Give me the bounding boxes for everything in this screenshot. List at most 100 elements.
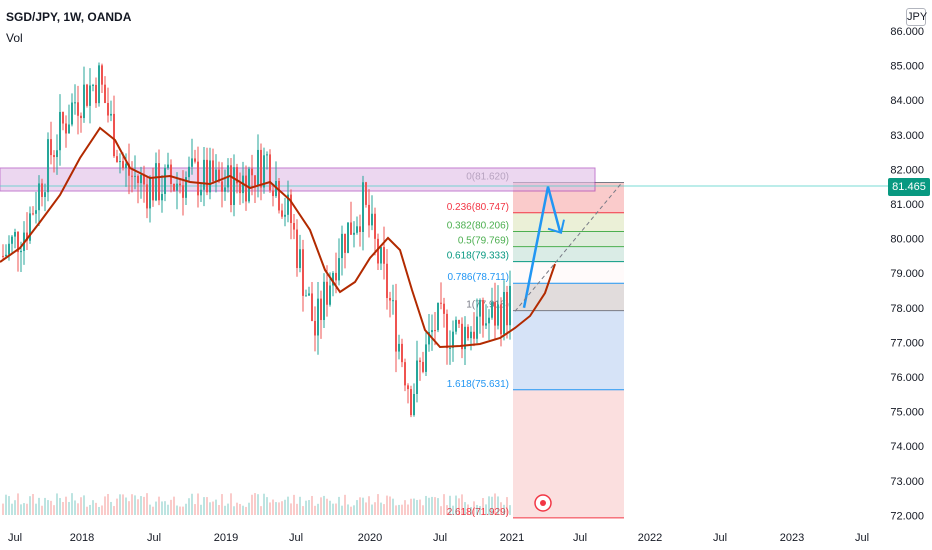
candle-body — [176, 183, 178, 191]
candle-body — [329, 285, 331, 305]
candle-body — [140, 174, 142, 184]
time-label-11: 2023 — [780, 532, 804, 544]
candle-body — [488, 317, 490, 324]
volume-bar — [383, 504, 385, 515]
volume-bar — [146, 493, 148, 515]
candle-body — [254, 175, 256, 186]
candle-body — [392, 300, 394, 302]
candle-body — [332, 272, 334, 286]
volume-bar — [314, 505, 316, 515]
candle-body — [335, 272, 337, 281]
volume-bar — [374, 502, 376, 515]
volume-bar — [20, 504, 22, 515]
candle-body — [302, 249, 304, 296]
candle-body — [347, 222, 349, 253]
volume-bar — [389, 496, 391, 515]
volume-bar — [104, 496, 106, 515]
volume-bar — [158, 496, 160, 515]
volume-bar — [380, 502, 382, 515]
volume-bar — [98, 506, 100, 515]
candle-body — [65, 123, 67, 134]
candle-body — [395, 300, 397, 352]
candle-body — [278, 181, 280, 211]
volume-bar — [422, 505, 424, 515]
volume-bar — [452, 505, 454, 515]
candle-body — [410, 389, 412, 416]
candle-body — [497, 304, 499, 326]
volume-bar — [377, 494, 379, 515]
candle-body — [38, 183, 40, 211]
volume-bar — [476, 504, 478, 515]
candle-body — [467, 326, 469, 339]
volume-bar — [347, 504, 349, 515]
candle-body — [32, 213, 34, 215]
fib-band-3 — [513, 246, 624, 262]
candle-body — [494, 302, 496, 326]
volume-bar — [425, 495, 427, 515]
volume-bar — [56, 493, 58, 515]
fib-label-6: 1(77.918) — [466, 300, 509, 311]
candle-body — [179, 183, 181, 186]
candle-body — [50, 139, 52, 156]
volume-bar — [32, 494, 34, 515]
candle-body — [188, 166, 190, 178]
candle-body — [113, 113, 115, 157]
volume-bar — [368, 496, 370, 515]
volume-bar — [131, 494, 133, 515]
volume-bar — [149, 504, 151, 515]
time-label-3: 2019 — [214, 532, 238, 544]
volume-bar — [416, 499, 418, 515]
volume-bar — [209, 502, 211, 515]
candle-body — [56, 150, 58, 158]
volume-bar — [419, 499, 421, 515]
volume-bar — [446, 505, 448, 515]
candle-body — [326, 281, 328, 305]
candle-body — [287, 194, 289, 215]
volume-bar — [248, 502, 250, 515]
candle-body — [341, 233, 343, 259]
candle-body — [5, 254, 7, 257]
candle-body — [230, 165, 232, 205]
volume-bar — [110, 501, 112, 515]
volume-bar — [284, 499, 286, 515]
price-tick-14: 72.000 — [890, 510, 924, 522]
price-tick-12: 74.000 — [890, 441, 924, 453]
fib-band-1 — [513, 212, 624, 232]
volume-bar — [134, 495, 136, 515]
volume-bar — [275, 502, 277, 515]
candle-body — [158, 163, 160, 201]
candle-body — [464, 326, 466, 350]
fib-band-6 — [513, 310, 624, 390]
volume-bar — [398, 504, 400, 515]
price-tick-3: 83.000 — [890, 130, 924, 142]
volume-bar — [59, 498, 61, 515]
volume-bar — [335, 503, 337, 515]
candle-body — [299, 249, 301, 269]
candle-body — [245, 175, 247, 202]
volume-bar — [467, 504, 469, 515]
volume-bar — [365, 502, 367, 515]
candle-body — [506, 291, 508, 326]
candle-body — [182, 185, 184, 198]
candle-body — [272, 190, 274, 197]
currency-button[interactable]: JPY — [906, 8, 927, 26]
volume-bar — [161, 501, 163, 515]
candle-body — [8, 243, 10, 255]
candle-body — [443, 303, 445, 314]
candle-body — [83, 84, 85, 119]
volume-bar — [8, 496, 10, 515]
volume-bar — [29, 496, 31, 515]
volume-bar — [320, 497, 322, 515]
candle-body — [185, 177, 187, 198]
candle-body — [446, 313, 448, 349]
candle-body — [161, 193, 163, 201]
volume-bar — [38, 497, 40, 515]
time-label-8: Jul — [573, 532, 587, 544]
candle-body — [419, 360, 421, 362]
candle-body — [368, 204, 370, 226]
price-tick-0: 86.000 — [890, 26, 924, 38]
candle-body — [491, 302, 493, 318]
candle-body — [143, 174, 145, 185]
price-tick-4: 82.000 — [890, 164, 924, 176]
